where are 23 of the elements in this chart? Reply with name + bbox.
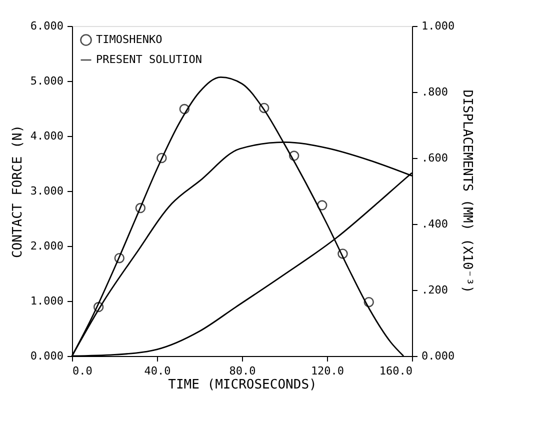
y-axis-title: CONTACT FORCE (N): [10, 124, 26, 258]
y2-tick-label: .200: [422, 284, 448, 296]
y-tick-label: 0.000: [30, 350, 64, 362]
x-tick-label: 120.0: [310, 364, 344, 378]
y2-tick-label: 1.000: [422, 20, 455, 32]
y2-axis-title: DISPLACEMENTS (MM) (X10⁻³): [460, 90, 475, 294]
legend-label: TIMOSHENKO: [96, 33, 162, 46]
x-tick-label: 160.0: [379, 364, 412, 378]
x-tick-label: 80.0: [229, 364, 256, 378]
y2-tick-label: .600: [422, 152, 448, 164]
y-tick-label: 2.000: [30, 240, 64, 252]
y-tick-label: 1.000: [30, 294, 64, 308]
x-tick-label: 0.0: [72, 364, 92, 378]
y-tick-label: 3.000: [30, 184, 64, 198]
y-tick-label: 4.000: [30, 130, 64, 142]
y-tick-label: 6.000: [30, 20, 64, 32]
legend-label: PRESENT SOLUTION: [96, 53, 202, 66]
y-tick-label: 5.000: [30, 74, 64, 88]
y2-tick-label: .800: [422, 86, 448, 98]
x-axis-title: TIME (MICROSECONDS): [168, 378, 317, 392]
y2-tick-label: .400: [422, 218, 448, 230]
x-tick-label: 40.0: [144, 364, 171, 378]
y2-tick-label: 0.000: [422, 350, 455, 362]
